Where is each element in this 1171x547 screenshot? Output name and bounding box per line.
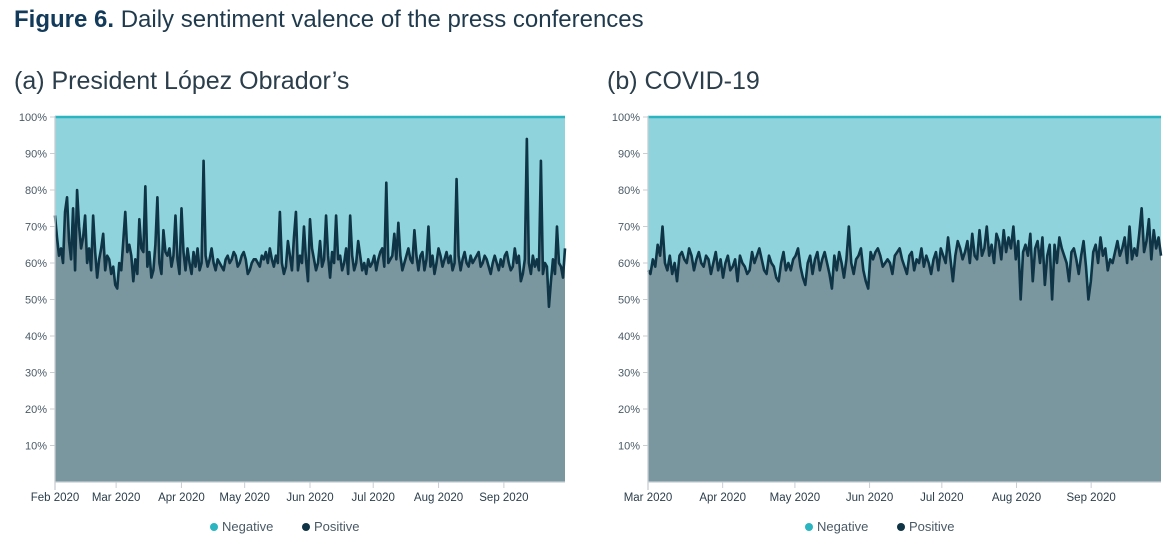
- positive-legend-label: Positive: [314, 519, 360, 534]
- figure-number: Figure 6.: [14, 6, 115, 33]
- y-tick-label: 40%: [25, 331, 47, 343]
- x-tick-label: Mar 2020: [624, 492, 673, 504]
- negative-legend-label: Negative: [222, 519, 273, 534]
- y-tick-label: 70%: [25, 222, 47, 234]
- negative-legend-label: Negative: [817, 519, 868, 534]
- chart-panel-a: 10% 20% 30% 40% 50% 60% 70% 80% 90% 100% Feb 2020 M…: [19, 112, 567, 534]
- legend: Negative Positive: [805, 519, 955, 534]
- panel-b-title: (b) COVID-19: [607, 67, 760, 95]
- y-tick-label: 30%: [25, 368, 47, 380]
- y-tick-label: 20%: [25, 404, 47, 416]
- x-tick-label: Sep 2020: [1067, 492, 1116, 504]
- legend: Negative Positive: [210, 519, 360, 534]
- figure-title-text: Daily sentiment valence of the press con…: [120, 6, 644, 33]
- x-tick-label: Jun 2020: [846, 492, 893, 504]
- y-tick-label: 50%: [618, 295, 640, 307]
- x-tick-label: Feb 2020: [31, 492, 80, 504]
- y-tick-label: 80%: [25, 185, 47, 197]
- y-tick-label: 80%: [618, 185, 640, 197]
- x-tick-label: Mar 2020: [92, 492, 141, 504]
- x-tick-label: Sep 2020: [479, 492, 528, 504]
- y-tick-label: 100%: [612, 112, 640, 124]
- y-tick-label: 10%: [25, 441, 47, 453]
- x-tick-label: Apr 2020: [699, 492, 746, 504]
- y-tick-label: 20%: [618, 404, 640, 416]
- negative-legend-marker: [210, 523, 218, 531]
- y-tick-label: 100%: [19, 112, 47, 124]
- x-tick-label: Aug 2020: [992, 492, 1041, 504]
- positive-line: [53, 137, 567, 309]
- x-tick-label: Jul 2020: [920, 492, 963, 504]
- y-tick-label: 10%: [618, 441, 640, 453]
- y-tick-label: 50%: [25, 295, 47, 307]
- positive-line: [646, 206, 1163, 301]
- positive-legend-marker: [897, 523, 905, 531]
- chart-panel-b: 10% 20% 30% 40% 50% 60% 70% 80% 90% 100% Mar 2020 A…: [612, 112, 1163, 534]
- x-tick-label: Jun 2020: [286, 492, 333, 504]
- positive-area: [648, 208, 1161, 482]
- positive-area: [55, 138, 565, 482]
- positive-legend-marker: [302, 523, 310, 531]
- y-tick-label: 90%: [618, 149, 640, 161]
- x-tick-label: May 2020: [770, 492, 821, 504]
- x-tick-label: Apr 2020: [158, 492, 205, 504]
- y-tick-label: 60%: [618, 258, 640, 270]
- y-tick-label: 90%: [25, 149, 47, 161]
- y-tick-label: 40%: [618, 331, 640, 343]
- panel-a-title: (a) President López Obrador’s: [14, 67, 350, 95]
- x-tick-label: Aug 2020: [414, 492, 463, 504]
- figure-title: Figure 6. Daily sentiment valence of the…: [14, 6, 644, 34]
- x-tick-label: May 2020: [219, 492, 270, 504]
- y-tick-label: 30%: [618, 368, 640, 380]
- x-tick-label: Jul 2020: [351, 492, 394, 504]
- y-tick-label: 70%: [618, 222, 640, 234]
- y-tick-label: 60%: [25, 258, 47, 270]
- negative-legend-marker: [805, 523, 813, 531]
- positive-legend-label: Positive: [909, 519, 955, 534]
